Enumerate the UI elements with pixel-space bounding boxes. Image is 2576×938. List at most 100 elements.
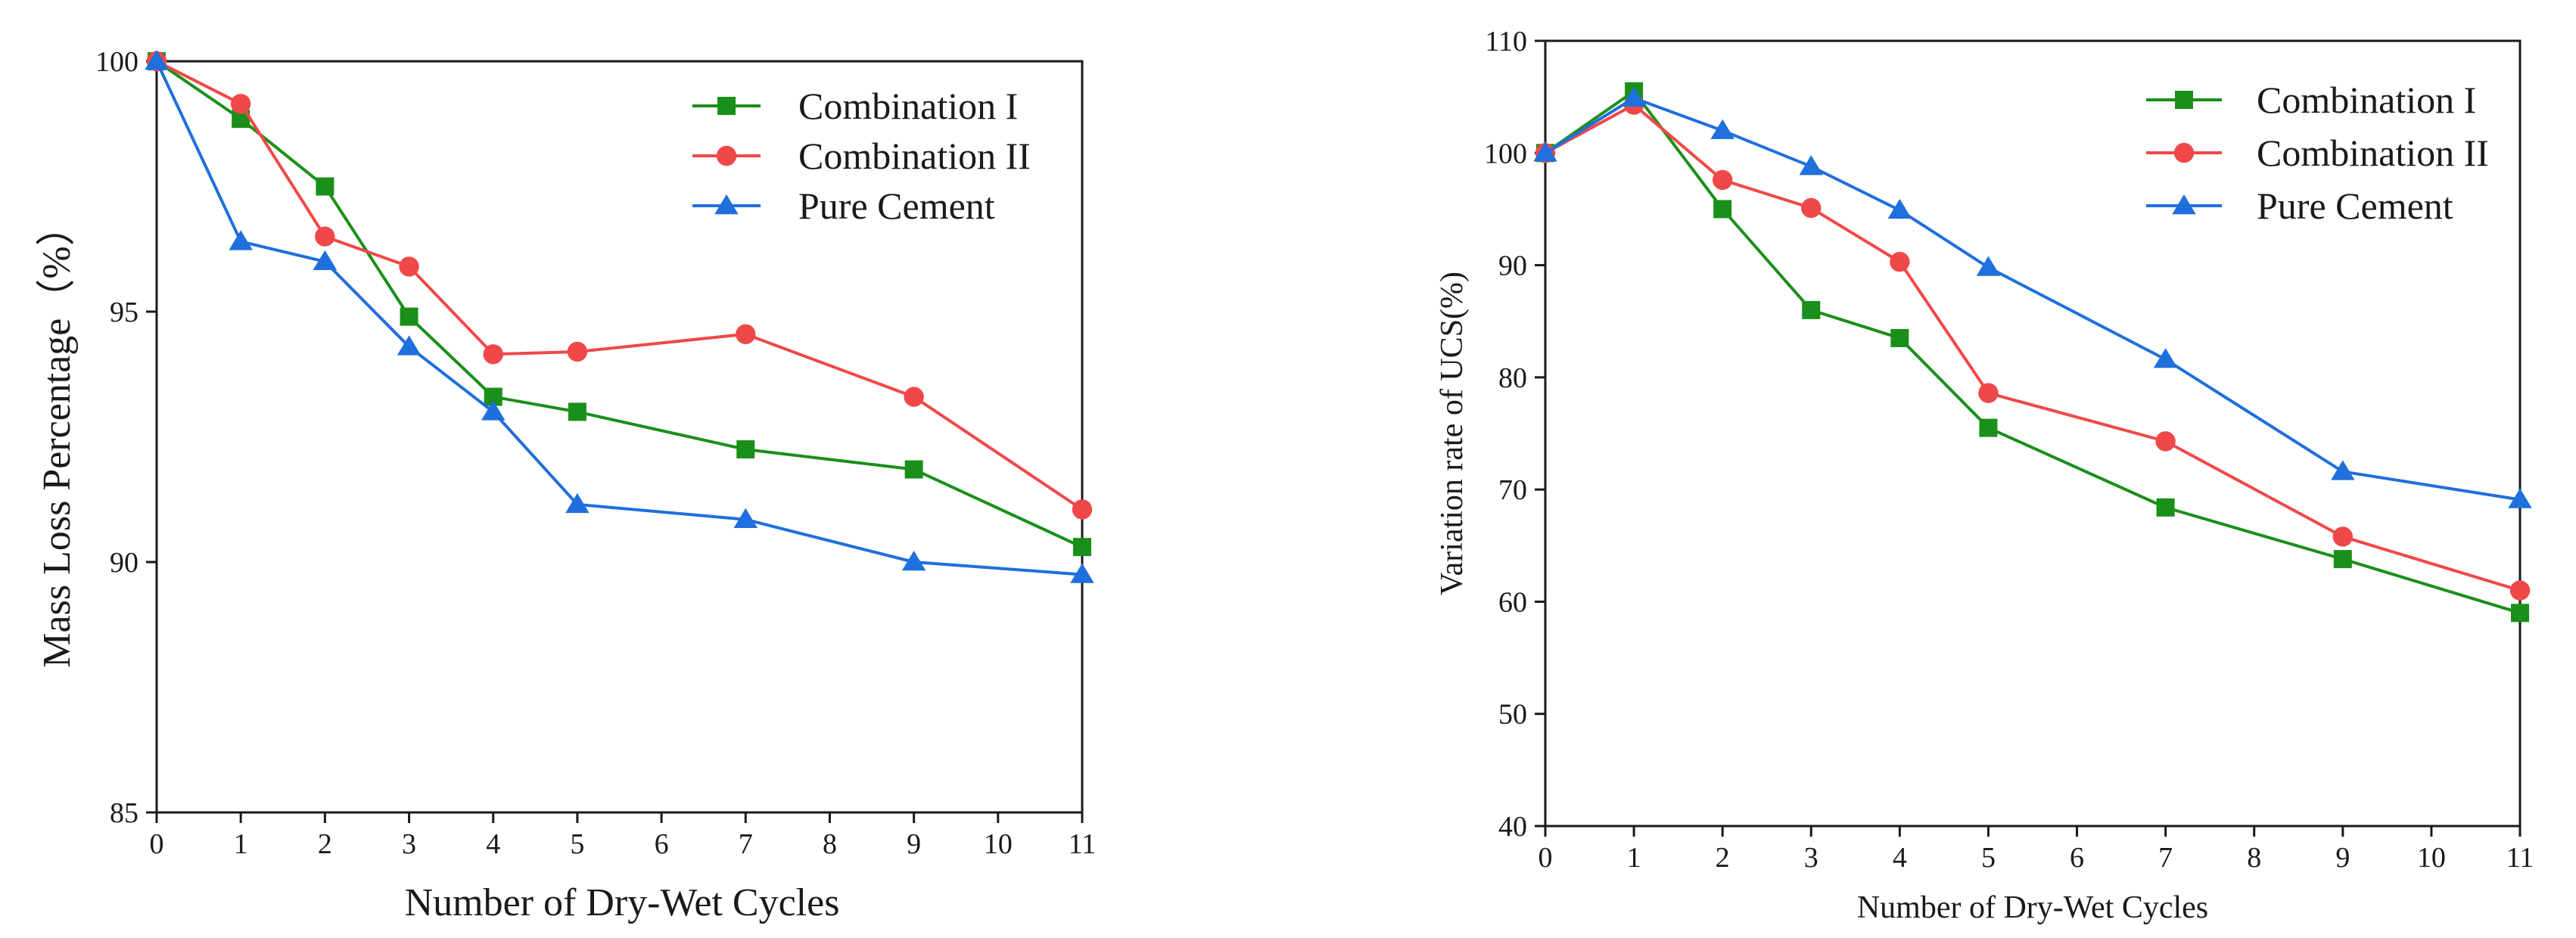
x-tick-label: 4 xyxy=(486,828,500,860)
legend-label: Pure Cement xyxy=(2257,185,2453,227)
legend-marker xyxy=(2172,194,2196,215)
data-point xyxy=(313,250,338,271)
series-line xyxy=(156,60,1084,511)
data-point xyxy=(2156,498,2175,517)
x-tick-label: 5 xyxy=(570,828,584,860)
data-point xyxy=(2333,550,2352,569)
x-tick-label: 7 xyxy=(2158,842,2173,874)
x-tick-label: 6 xyxy=(2070,842,2084,874)
data-point xyxy=(315,226,335,247)
x-tick-label: 4 xyxy=(1893,842,1907,874)
data-point xyxy=(2332,526,2354,547)
data-point xyxy=(2508,488,2532,508)
legend-label: Combination I xyxy=(2257,79,2476,121)
mass-loss-chart: 0 1 2 3 4 5 6 7 8 9 10 11 85 90 95 100 Number of Dry-Wet… xyxy=(36,46,1096,924)
x-tick-label: 8 xyxy=(2247,842,2261,874)
y-tick-label: 100 xyxy=(95,46,138,78)
legend-label: Pure Cement xyxy=(798,185,995,227)
data-point xyxy=(1979,418,1998,437)
data-point xyxy=(1070,563,1094,583)
data-point xyxy=(1622,86,1646,107)
data-point xyxy=(567,341,588,362)
legend-entry: Combination I xyxy=(692,85,1018,127)
legend-entry: Combination II xyxy=(2146,132,2489,174)
x-tick-label: 10 xyxy=(2417,842,2446,874)
data-point xyxy=(1073,538,1091,557)
legend-marker xyxy=(717,97,736,115)
series-pure-cement xyxy=(1533,86,2532,508)
legend-marker xyxy=(2173,142,2195,163)
x-tick-label: 11 xyxy=(1069,828,1097,860)
series-line xyxy=(1545,103,2521,592)
y-tick-label: 90 xyxy=(1498,250,1527,282)
data-point xyxy=(2511,604,2529,623)
x-tick-label: 8 xyxy=(823,828,837,860)
data-point xyxy=(1890,251,1910,272)
x-tick-label: 9 xyxy=(907,828,921,860)
x-axis-title: Number of Dry-Wet Cycles xyxy=(405,881,840,924)
data-point xyxy=(736,440,755,459)
data-point xyxy=(1712,169,1733,191)
data-point xyxy=(2331,460,2355,480)
y-tick-label: 100 xyxy=(1484,138,1527,169)
ucs-variation-chart: 0 1 2 3 4 5 6 7 8 9 10 11 40 50 60 70 80 90 100 110 Number o… xyxy=(1435,26,2534,925)
data-point xyxy=(904,387,924,407)
data-point xyxy=(481,400,506,421)
y-tick-label: 110 xyxy=(1485,26,1527,57)
data-point xyxy=(2155,431,2176,452)
x-tick-label: 0 xyxy=(150,828,164,860)
x-tick-label: 1 xyxy=(234,828,248,860)
y-axis-title: Mass Loss Percentage（%） xyxy=(36,207,79,667)
data-point xyxy=(1710,119,1734,139)
y-tick-label: 70 xyxy=(1498,474,1527,506)
plot-frame xyxy=(155,60,1084,814)
data-point xyxy=(397,335,422,356)
legend-label: Combination II xyxy=(798,135,1031,177)
data-point xyxy=(736,324,756,344)
data-point xyxy=(400,307,418,326)
x-tick-label: 2 xyxy=(1716,842,1730,874)
x-tick-label: 3 xyxy=(402,828,416,860)
data-point xyxy=(2153,348,2178,368)
data-point xyxy=(568,402,586,421)
data-point xyxy=(901,551,926,571)
series-pure-cement xyxy=(145,50,1094,583)
y-tick-label: 85 xyxy=(110,797,138,829)
data-point xyxy=(1072,499,1093,520)
data-point xyxy=(399,256,419,277)
data-point xyxy=(1533,141,1557,162)
data-point xyxy=(483,344,503,365)
data-point xyxy=(145,50,169,70)
data-point xyxy=(733,508,758,528)
x-tick-label: 9 xyxy=(2335,842,2350,874)
x-axis-title: Number of Dry-Wet Cycles xyxy=(1857,890,2208,925)
legend-label: Combination I xyxy=(798,85,1018,127)
legend-label: Combination II xyxy=(2257,132,2489,174)
x-tick-label: 7 xyxy=(739,828,753,860)
x-tick-label: 11 xyxy=(2506,842,2534,874)
y-tick-label: 80 xyxy=(1498,362,1527,394)
y-axis-title: Variation rate of UCS(%) xyxy=(1435,272,1470,595)
series-combination-i xyxy=(148,52,1091,557)
x-tick-label: 6 xyxy=(655,828,669,860)
data-point xyxy=(1802,300,1821,319)
x-tick-label: 2 xyxy=(318,828,332,860)
x-tick-label: 1 xyxy=(1627,842,1641,874)
legend-marker xyxy=(2175,91,2193,109)
data-point xyxy=(1801,197,1822,219)
data-point xyxy=(1887,198,1912,219)
data-point xyxy=(1976,256,2001,276)
data-point xyxy=(565,492,590,514)
data-point xyxy=(230,94,251,114)
y-tick-label: 50 xyxy=(1498,699,1527,731)
legend-entry: Pure Cement xyxy=(2146,185,2453,227)
legend-entry: Combination I xyxy=(2146,79,2476,121)
legend-entry: Combination II xyxy=(692,135,1031,177)
y-tick-label: 90 xyxy=(110,547,138,579)
data-point xyxy=(904,460,923,479)
data-point xyxy=(316,177,334,196)
data-point xyxy=(1890,328,1909,347)
x-tick-label: 0 xyxy=(1538,842,1553,874)
data-point xyxy=(1978,383,1999,403)
